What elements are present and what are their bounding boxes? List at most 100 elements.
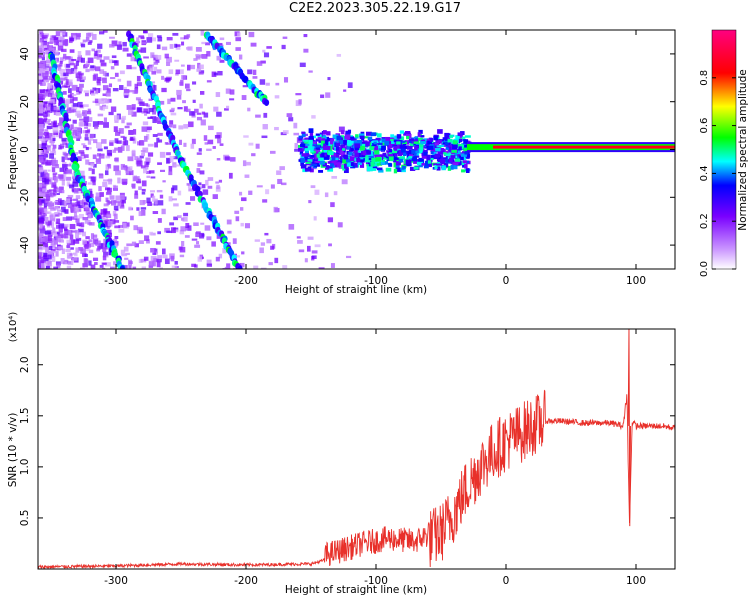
noise-cell [43,118,47,123]
noise-cell [102,247,107,253]
noise-cell [50,244,56,248]
noise-cell [105,164,110,170]
noise-cell [76,156,82,160]
noise-cell [42,149,48,155]
noise-cell [38,63,44,68]
noise-cell [67,163,72,167]
noise-cell [62,233,67,239]
noise-cell [196,152,202,155]
noise-cell [172,32,179,36]
noise-cell [256,185,263,188]
noise-cell [76,200,80,207]
noise-cell [197,163,203,167]
noise-cell [121,178,128,184]
noise-cell [256,61,263,66]
noise-cell [38,236,42,243]
noise-cell [97,121,104,125]
noise-cell [230,157,236,162]
band-cell [391,144,398,147]
noise-cell [148,107,154,113]
noise-cell [49,139,55,144]
band-cell [455,153,461,158]
noise-cell [232,238,237,244]
noise-cell [48,201,53,207]
noise-cell [76,138,81,141]
noise-cell [159,169,166,173]
noise-cell [148,98,153,101]
noise-cell [82,39,87,43]
noise-cell [103,203,109,207]
band-cell [396,156,403,160]
band-cell [459,161,466,166]
noise-cell [39,228,46,233]
band-cell [328,146,333,152]
noise-cell [119,85,124,91]
noise-cell [44,49,49,55]
noise-cell [172,185,178,191]
noise-cell [67,194,74,198]
band-cell [309,132,314,137]
noise-cell [105,262,111,267]
noise-cell [142,103,149,107]
noise-cell [121,202,125,207]
noise-cell [306,245,311,252]
noise-cell [307,236,314,240]
noise-cell [118,224,124,228]
noise-cell [303,48,309,53]
band-cell [419,143,424,148]
noise-cell [140,209,146,216]
band-cell [452,162,459,166]
band-cell [314,154,319,160]
noise-cell [69,63,76,66]
noise-cell [77,51,82,57]
noise-cell [43,47,48,52]
noise-cell [46,120,50,125]
noise-cell [286,113,293,118]
noise-cell [136,207,140,211]
spectrogram-band [298,128,472,174]
band-cell [330,163,334,167]
noise-cell [96,142,102,149]
noise-cell [138,186,142,191]
noise-cell [89,67,94,72]
band-cell [373,161,379,165]
noise-cell [261,135,268,139]
noise-cell [205,42,211,46]
x-tick-label: -200 [234,275,258,287]
noise-cell [75,247,80,253]
band-cell [413,158,418,164]
noise-cell [59,77,66,81]
band-cell [415,148,420,154]
noise-cell [66,107,72,111]
noise-cell [73,35,77,41]
noise-cell [76,90,81,95]
noise-cell [43,254,48,260]
noise-cell [214,134,221,139]
noise-cell [70,71,75,74]
noise-cell [158,100,165,105]
noise-cell [171,198,177,201]
noise-cell [118,228,125,233]
noise-cell [324,192,329,198]
band-cell [323,146,329,150]
noise-cell [276,170,282,175]
noise-cell [148,261,155,267]
band-cell [350,140,357,144]
noise-cell [87,57,94,63]
noise-cell [297,240,303,244]
noise-cell [244,174,250,178]
noise-cell [112,60,118,63]
noise-cell [153,66,158,73]
noise-cell [190,196,196,201]
noise-cell [76,133,81,139]
noise-cell [49,37,54,44]
band-cell [449,134,454,138]
noise-cell [77,57,83,62]
noise-cell [61,248,65,255]
noise-cell [115,170,121,176]
noise-cell [197,256,202,262]
colorbar-tick-label: 0.2 [699,213,710,229]
noise-cell [140,140,145,146]
band-cell [335,146,340,151]
noise-cell [206,148,212,151]
